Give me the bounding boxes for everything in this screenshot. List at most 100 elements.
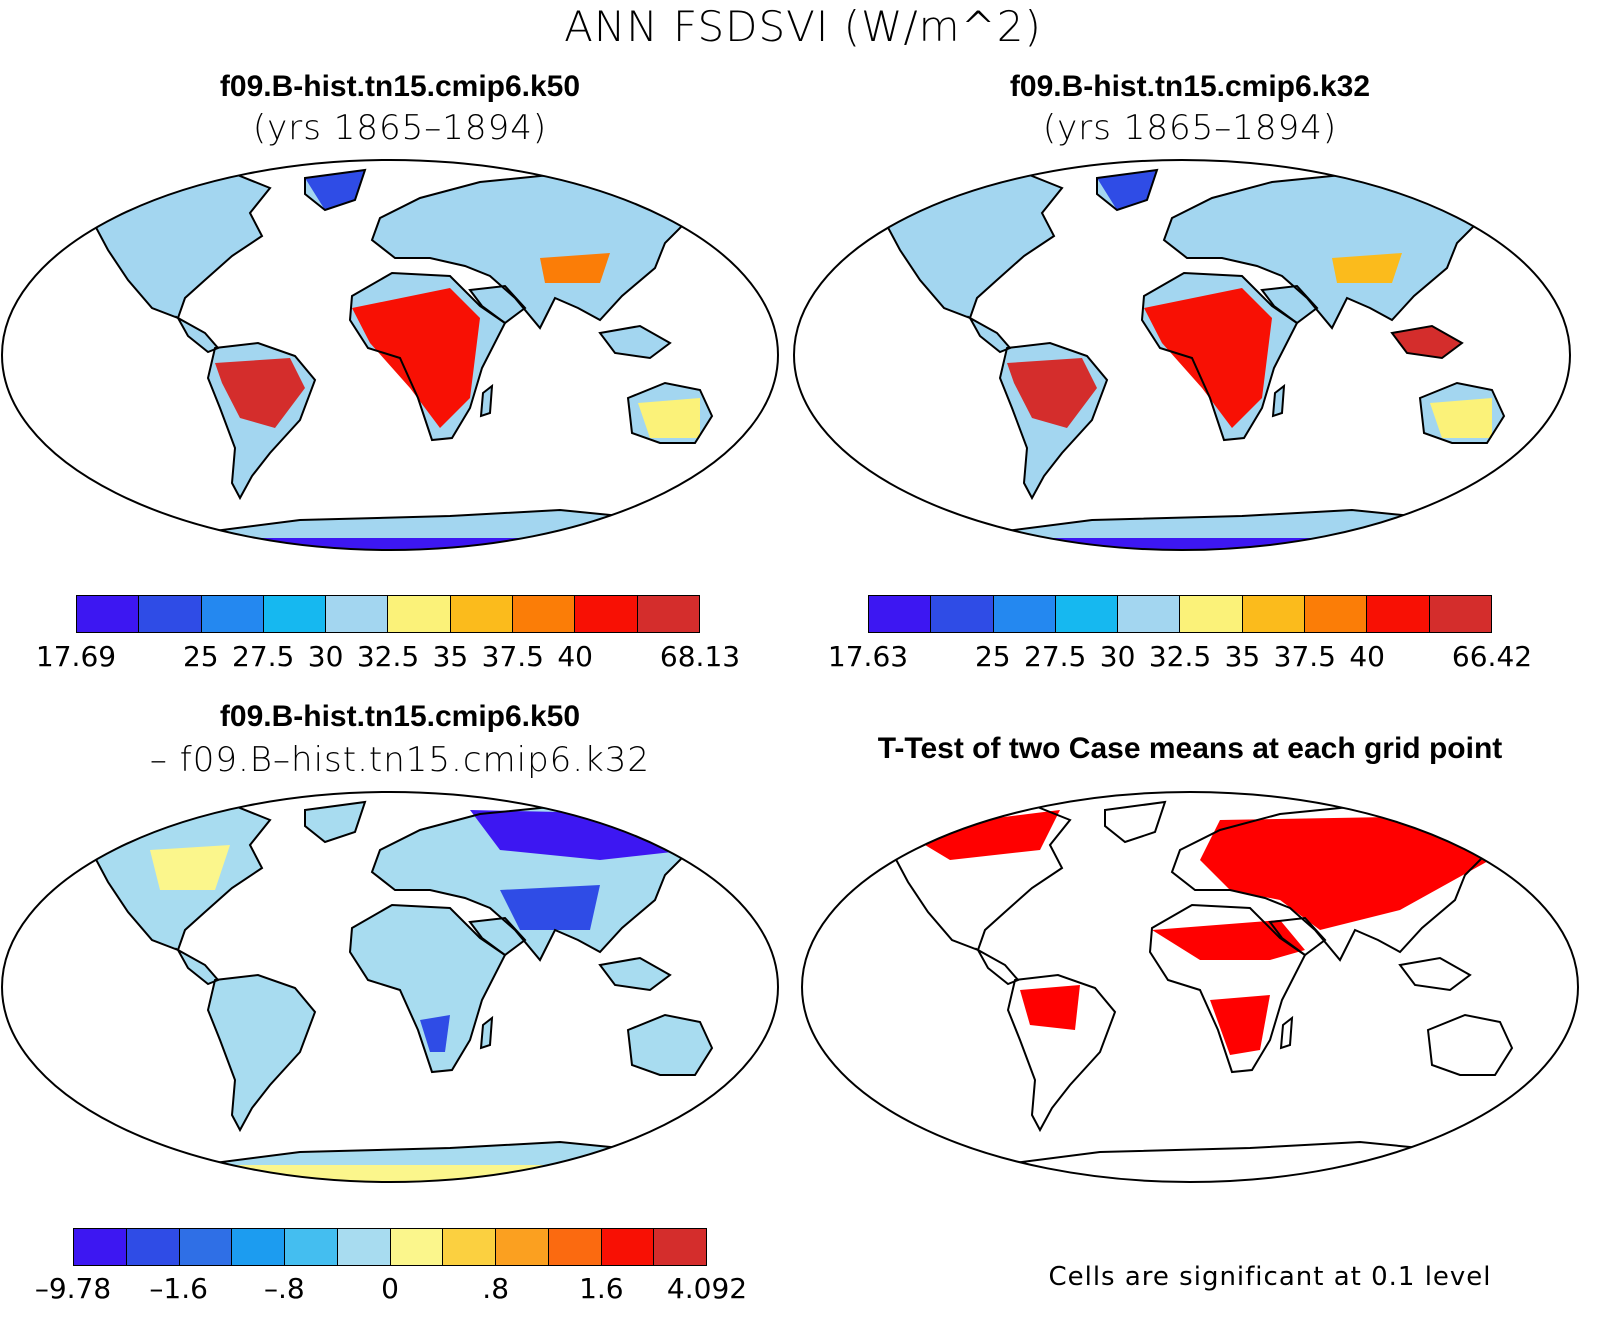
panel-k50-subtitle: (yrs 1865–1894) [252, 108, 548, 148]
colorbar-box [443, 1229, 496, 1265]
colorbar-box [1180, 596, 1243, 632]
s-africa-sig [1210, 995, 1270, 1055]
colorbar-tick-label: 35 [432, 640, 469, 673]
arctic-na-sig [900, 810, 1060, 860]
colorbar-box [450, 596, 514, 632]
colorbar-box [1055, 596, 1119, 632]
colorbar-tick-label: 37.5 [1273, 640, 1336, 673]
map-border [801, 791, 1579, 1183]
africa-heat [1144, 288, 1272, 428]
central-asia-neg [500, 885, 600, 930]
colorbar-k32-labels: 17.63 25 27.5 30 32.5 35 37.5 40 66.42 [828, 640, 1532, 680]
colorbar-box [1118, 596, 1181, 632]
colorbar-box [869, 596, 932, 632]
colorbar-tick-label: 17.69 [35, 640, 117, 673]
s-america-sig [1020, 985, 1080, 1030]
panel-k32-subtitle: (yrs 1865–1894) [1042, 108, 1338, 148]
map-diff [1, 791, 779, 1183]
colorbar-box [74, 1229, 127, 1265]
figure-title: ANN FSDSVI (W/m^2) [564, 2, 1042, 51]
colorbar-tick-label: 40 [1349, 640, 1386, 673]
colorbar-box [326, 596, 389, 632]
colorbar-tick-label: 1.6 [579, 1272, 624, 1305]
panel-diff-title: f09.B-hist.tn15.cmip6.k50 [219, 700, 581, 733]
map-border [1, 159, 779, 551]
colorbar-box [1367, 596, 1430, 632]
colorbar-box [390, 1229, 444, 1265]
colorbar-box [601, 1229, 655, 1265]
colorbar-box [548, 1229, 602, 1265]
colorbar-box [263, 596, 327, 632]
colorbar-k50 [76, 595, 700, 633]
colorbar-tick-label: –1.6 [149, 1272, 208, 1305]
colorbar-tick-label: 4.092 [666, 1272, 748, 1305]
colorbar-tick-label: 37.5 [481, 640, 544, 673]
tibet-heat [540, 253, 610, 283]
colorbar-diff [73, 1228, 707, 1266]
map-k32 [793, 159, 1571, 551]
colorbar-box [388, 596, 451, 632]
colorbar-box [496, 1229, 549, 1265]
colorbar-tick-label: –.8 [263, 1272, 305, 1305]
colorbar-k50-labels: 17.69 25 27.5 30 32.5 35 37.5 40 68.13 [36, 640, 740, 680]
colorbar-tick-label: .8 [482, 1272, 510, 1305]
eurasia-sig [1200, 815, 1500, 930]
greenland-shade [305, 170, 365, 210]
map-border [1, 791, 779, 1183]
colorbar-tick-label: 25 [974, 640, 1011, 673]
colorbar-box [179, 1229, 233, 1265]
australia-shade [638, 398, 700, 438]
colorbar-box [232, 1229, 285, 1265]
colorbar-box [201, 596, 264, 632]
panel-k50-title: f09.B-hist.tn15.cmip6.k50 [219, 70, 581, 103]
colorbar-box [993, 596, 1056, 632]
colorbar-box [1242, 596, 1306, 632]
colorbar-tick-label: 27.5 [232, 640, 295, 673]
colorbar-box [931, 596, 994, 632]
greenland-shade [1097, 170, 1157, 210]
colorbar-box [575, 596, 638, 632]
sahara-sig [1152, 920, 1305, 960]
panel-diff-subtitle: – f09.B–hist.tn15.cmip6.k32 [149, 740, 651, 780]
colorbar-tick-label: –9.78 [34, 1272, 112, 1305]
colorbar-tick-label: 0 [381, 1272, 399, 1305]
s-africa-neg [420, 1015, 450, 1052]
map-ttest [801, 791, 1579, 1183]
map-k50 [1, 159, 779, 551]
panel-k32-title: f09.B-hist.tn15.cmip6.k32 [1009, 70, 1371, 103]
colorbar-tick-label: 32.5 [356, 640, 420, 673]
amazon-heat [1007, 358, 1097, 428]
panel-ttest-title: T-Test of two Case means at each grid po… [877, 732, 1503, 765]
colorbar-tick-label: 30 [1099, 640, 1136, 673]
significance-note: Cells are significant at 0.1 level [1048, 1262, 1492, 1292]
colorbar-diff-labels: –9.78 –1.6 –.8 0 .8 1.6 4.092 [35, 1272, 747, 1312]
colorbar-k32 [868, 595, 1492, 633]
colorbar-tick-label: 27.5 [1024, 640, 1087, 673]
colorbar-box [285, 1229, 338, 1265]
colorbar-box [1429, 596, 1491, 632]
antarctica-shade [952, 538, 1452, 550]
tibet-heat [1332, 253, 1402, 283]
africa-heat [352, 288, 480, 428]
colorbar-tick-label: 40 [557, 640, 594, 673]
colorbar-box [513, 596, 576, 632]
colorbar-tick-label: 66.42 [1451, 640, 1533, 673]
colorbar-box [126, 1229, 180, 1265]
colorbar-box [139, 596, 202, 632]
colorbar-box [77, 596, 140, 632]
antarctica-shade [160, 538, 660, 550]
australia-shade [1430, 398, 1492, 438]
colorbar-tick-label: 68.13 [659, 640, 741, 673]
map-border [793, 159, 1571, 551]
amazon-heat [215, 358, 305, 428]
colorbar-box [637, 596, 699, 632]
na-pos [150, 845, 230, 890]
colorbar-tick-label: 30 [307, 640, 344, 673]
colorbar-box [1305, 596, 1368, 632]
colorbar-tick-label: 35 [1224, 640, 1261, 673]
colorbar-tick-label: 25 [182, 640, 219, 673]
colorbar-box [337, 1229, 391, 1265]
colorbar-tick-label: 32.5 [1148, 640, 1212, 673]
colorbar-box [654, 1229, 706, 1265]
colorbar-tick-label: 17.63 [827, 640, 909, 673]
